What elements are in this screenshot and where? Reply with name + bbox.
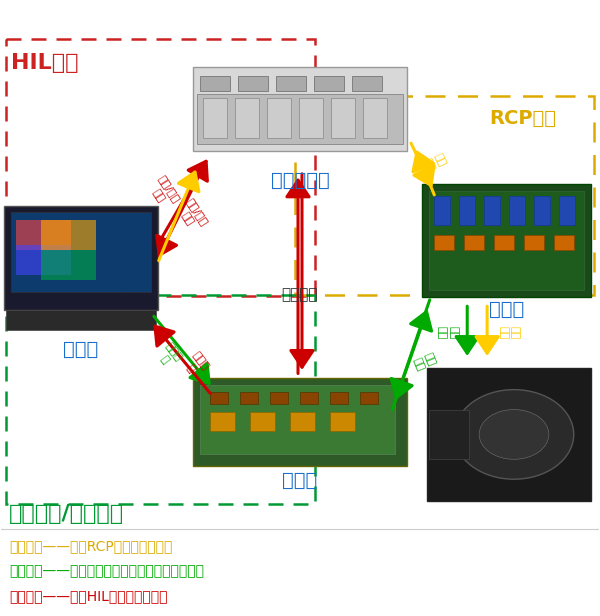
FancyBboxPatch shape: [193, 378, 407, 466]
Text: 信号交互: 信号交互: [282, 288, 318, 302]
Ellipse shape: [454, 390, 574, 479]
FancyBboxPatch shape: [422, 184, 590, 297]
Bar: [314, 76, 344, 91]
Bar: [240, 392, 258, 403]
Bar: [484, 195, 500, 225]
Bar: [267, 98, 291, 138]
Bar: [211, 392, 229, 403]
Bar: [7, 39, 315, 296]
Text: 编译/下载
模型: 编译/下载 模型: [175, 197, 210, 234]
Ellipse shape: [479, 410, 549, 460]
Bar: [352, 76, 382, 91]
Bar: [300, 392, 318, 403]
Bar: [11, 213, 151, 292]
Bar: [509, 195, 525, 225]
Bar: [270, 392, 288, 403]
Bar: [464, 235, 484, 250]
Bar: [331, 98, 355, 138]
Bar: [434, 195, 451, 225]
Bar: [250, 411, 275, 431]
Bar: [524, 235, 544, 250]
Bar: [200, 76, 230, 91]
Text: 代码生成/下载功能: 代码生成/下载功能: [10, 504, 124, 524]
Bar: [197, 94, 403, 144]
Text: 蓝色箭头——平台代码生成及下载功能的信号关系: 蓝色箭头——平台代码生成及下载功能的信号关系: [10, 564, 205, 578]
Bar: [459, 195, 475, 225]
Text: 红色箭头——平台HIL功能的信号关系: 红色箭头——平台HIL功能的信号关系: [10, 589, 168, 602]
Text: 驱动器: 驱动器: [490, 300, 524, 319]
Text: HIL功能: HIL功能: [11, 53, 79, 73]
Bar: [554, 235, 574, 250]
Bar: [430, 190, 584, 290]
Bar: [290, 411, 315, 431]
Bar: [211, 411, 235, 431]
Bar: [238, 76, 268, 91]
Bar: [430, 410, 469, 460]
Text: 电机
控制: 电机 控制: [498, 326, 520, 339]
Bar: [299, 98, 323, 138]
Bar: [330, 392, 348, 403]
Bar: [203, 98, 227, 138]
Bar: [16, 245, 71, 275]
Bar: [360, 392, 377, 403]
FancyBboxPatch shape: [4, 206, 158, 310]
Text: 控制器: 控制器: [283, 471, 317, 490]
Bar: [16, 221, 71, 250]
Bar: [534, 195, 550, 225]
Text: 黄色箭头——平台RCP功能的信号关系: 黄色箭头——平台RCP功能的信号关系: [10, 539, 173, 553]
Text: 收发信
号: 收发信 号: [154, 341, 183, 370]
Text: 收发信
号: 收发信 号: [181, 351, 210, 379]
Bar: [363, 98, 386, 138]
Bar: [559, 195, 575, 225]
Bar: [200, 384, 395, 455]
Bar: [235, 98, 259, 138]
Text: 电机
控制: 电机 控制: [437, 326, 458, 339]
Bar: [494, 235, 514, 250]
Bar: [330, 411, 355, 431]
Text: RCP功能: RCP功能: [489, 109, 556, 128]
Bar: [41, 221, 96, 250]
Bar: [7, 310, 155, 330]
Bar: [41, 250, 96, 280]
Bar: [295, 96, 593, 295]
Bar: [7, 295, 315, 504]
Bar: [276, 76, 306, 91]
FancyBboxPatch shape: [427, 368, 590, 501]
Text: 编译/下载
模型: 编译/下载 模型: [146, 174, 181, 211]
FancyBboxPatch shape: [193, 67, 407, 151]
Text: 实时仿真机: 实时仿真机: [271, 171, 329, 190]
Bar: [434, 235, 454, 250]
Text: 信号
交互: 信号 交互: [412, 352, 437, 372]
Text: 上位机: 上位机: [64, 340, 98, 359]
Text: 信号
交互: 信号 交互: [422, 152, 447, 173]
